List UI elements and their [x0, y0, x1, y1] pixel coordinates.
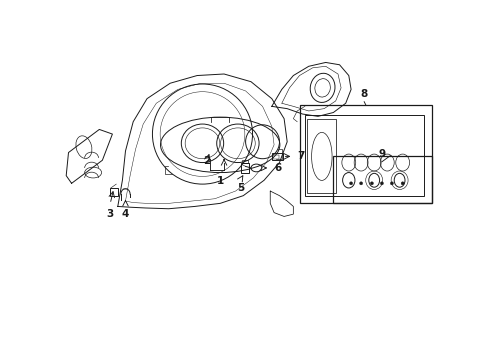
Text: 2: 2 [203, 156, 209, 166]
Ellipse shape [349, 182, 352, 185]
Bar [271, 153, 282, 160]
Text: 8: 8 [360, 89, 367, 99]
Bar [299, 105, 431, 203]
Ellipse shape [380, 182, 383, 185]
Text: 1: 1 [216, 176, 224, 186]
Text: 9: 9 [378, 149, 385, 159]
Ellipse shape [400, 182, 404, 185]
Ellipse shape [389, 182, 393, 185]
Bar [306, 120, 336, 193]
Ellipse shape [369, 182, 373, 185]
Text: 5: 5 [237, 183, 244, 193]
Text: 6: 6 [274, 163, 281, 173]
Bar [273, 155, 279, 159]
Bar [305, 115, 424, 195]
Bar [241, 160, 247, 163]
Ellipse shape [359, 182, 362, 185]
Bar [333, 156, 431, 203]
Text: 3: 3 [106, 209, 114, 219]
Text: 7: 7 [297, 152, 304, 161]
Bar [241, 163, 248, 172]
Bar [110, 188, 118, 195]
Text: 4: 4 [122, 209, 129, 219]
